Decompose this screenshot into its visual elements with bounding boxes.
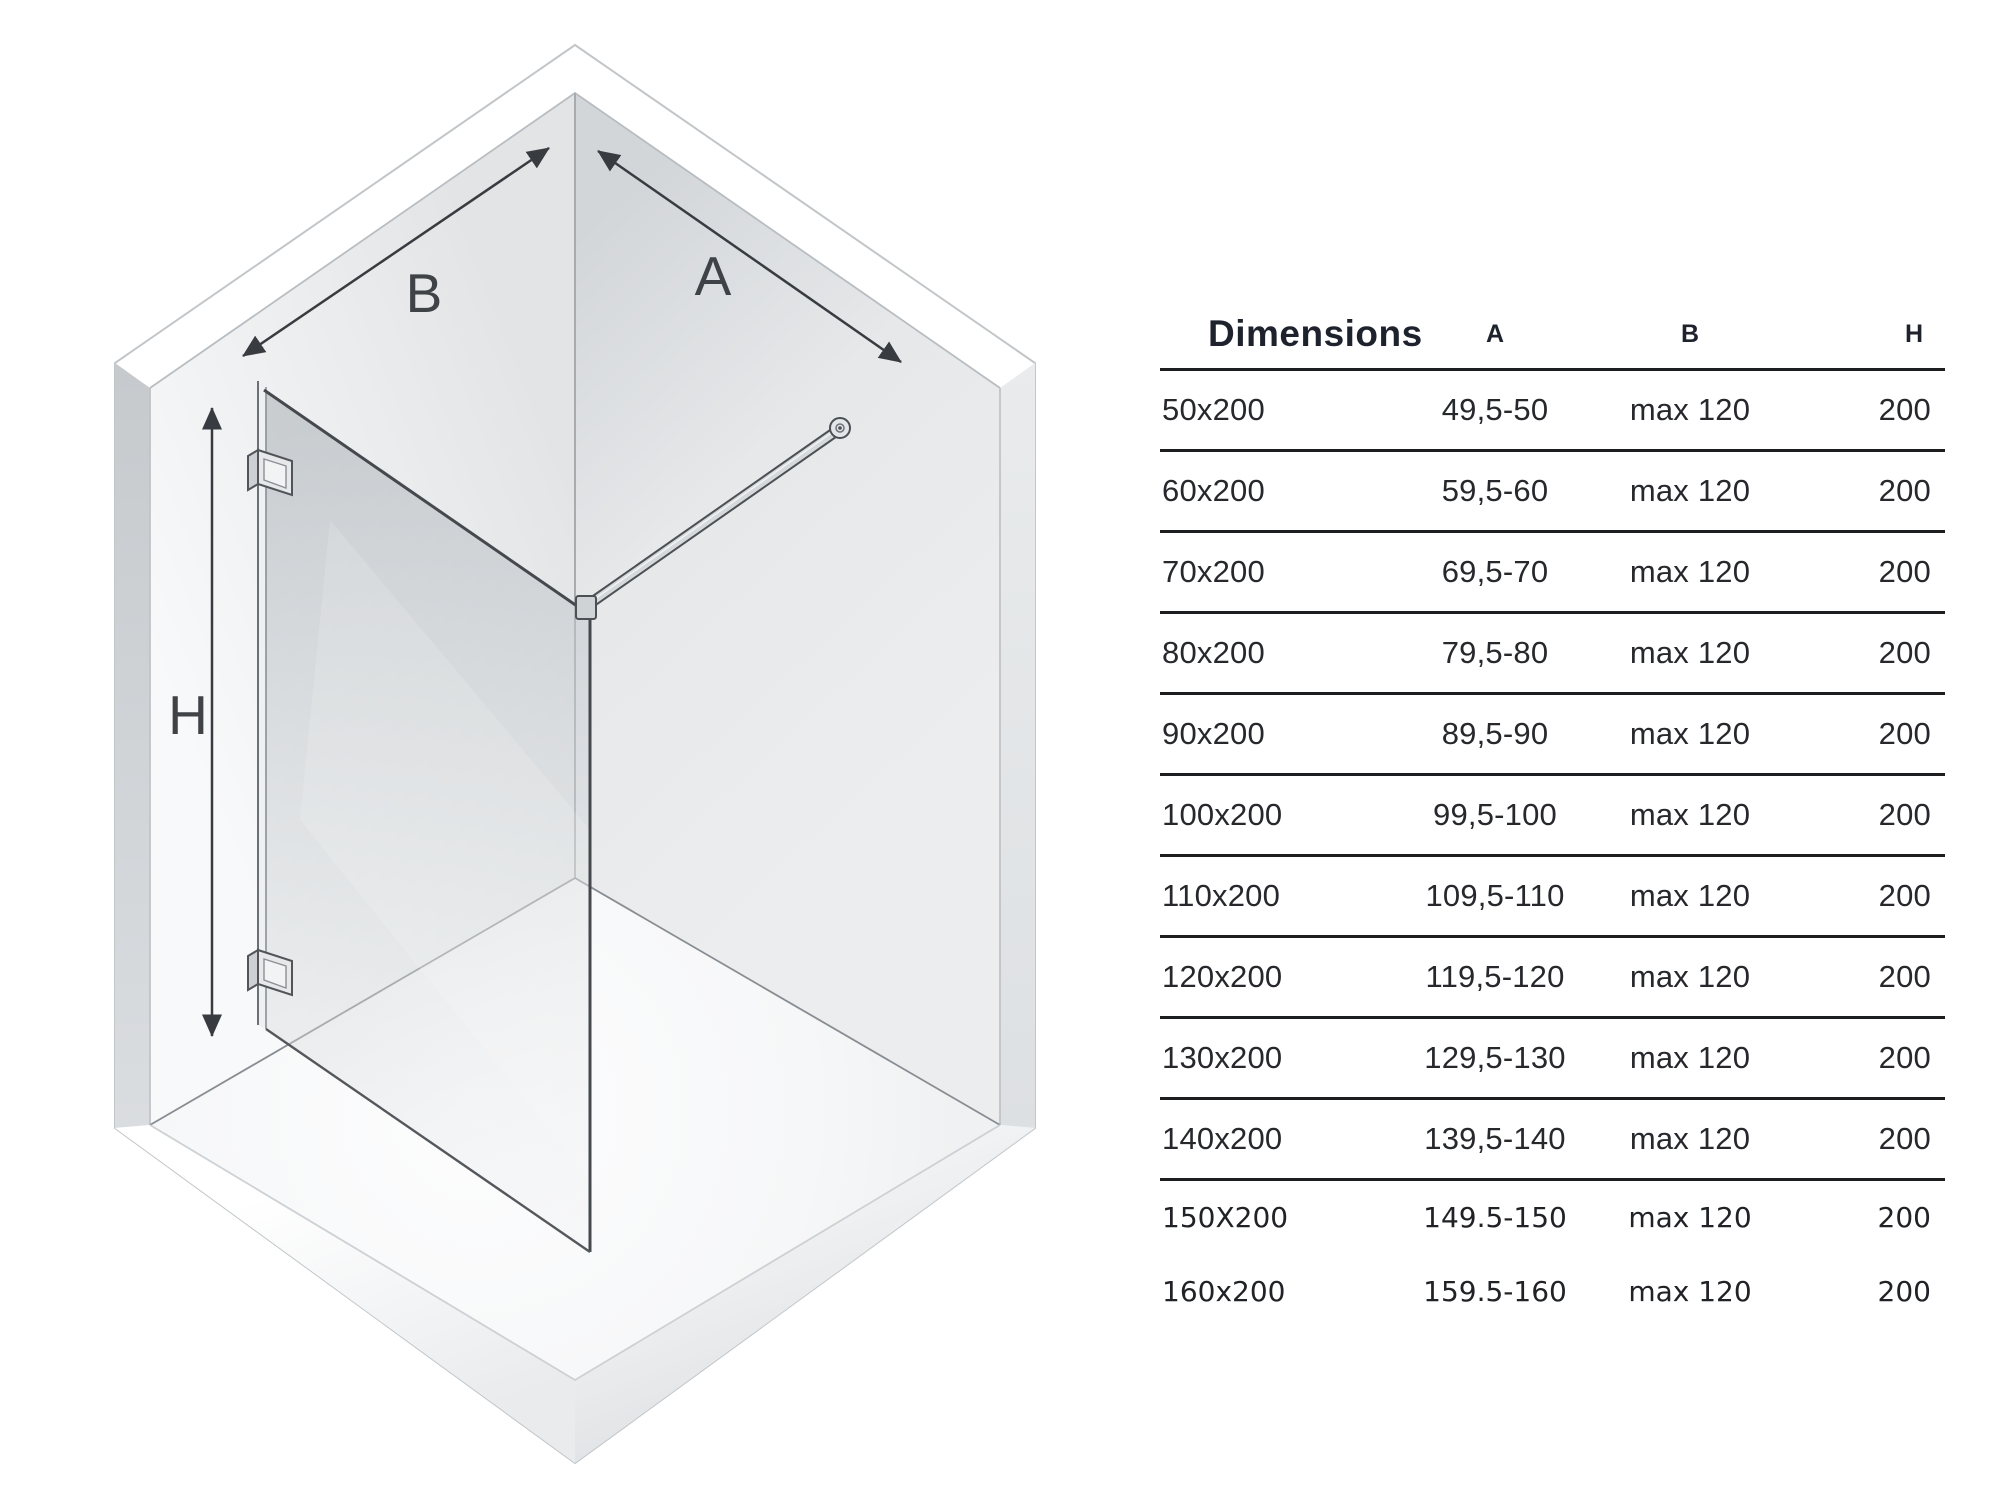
table-header-row: Dimensions A B H — [1160, 300, 1945, 371]
cell-b: max 120 — [1629, 392, 1751, 427]
cell-a: 49,5-50 — [1441, 392, 1549, 427]
tray-front-right-face — [575, 1125, 1035, 1463]
cell-a: 129,5-130 — [1424, 1040, 1566, 1075]
dimension-label-h: H — [168, 684, 208, 746]
cell-h: 200 — [1878, 1121, 1931, 1156]
cell-size: 90x200 — [1162, 716, 1265, 751]
dimension-arrow-b — [242, 146, 550, 358]
cell-h: 200 — [1878, 716, 1931, 751]
cell-a: 89,5-90 — [1441, 716, 1549, 751]
table-row: 140x200 139,5-140 max 120 200 — [1160, 1100, 1945, 1181]
glass-wall-profile — [258, 381, 266, 1029]
cell-b: max 120 — [1629, 797, 1751, 832]
cell-size: 140x200 — [1162, 1121, 1283, 1156]
wall-bracket-top — [247, 448, 293, 497]
table-row: 130x200 129,5-130 max 120 200 — [1160, 1019, 1945, 1100]
cell-h: 200 — [1877, 1274, 1931, 1308]
cell-b: max 120 — [1629, 473, 1751, 508]
glass-panel — [257, 381, 592, 1253]
cell-b: max 120 — [1629, 878, 1751, 913]
cell-size: 120x200 — [1162, 959, 1283, 994]
cell-a: 109,5-110 — [1425, 878, 1565, 913]
bar-wall-mount — [829, 417, 851, 439]
cell-b: max 120 — [1628, 1200, 1752, 1234]
cell-size: 80x200 — [1162, 635, 1265, 670]
table-row: 90x200 89,5-90 max 120 200 — [1160, 695, 1945, 776]
cell-b: max 120 — [1628, 1274, 1752, 1308]
dimensions-table: Dimensions A B H 50x200 49,5-50 max 120 … — [1160, 300, 1945, 1329]
cell-h: 200 — [1878, 797, 1931, 832]
cell-h: 200 — [1878, 635, 1931, 670]
cell-b: max 120 — [1629, 1121, 1751, 1156]
cell-a: 149.5-150 — [1423, 1200, 1567, 1234]
left-wall-outer-face — [115, 363, 150, 1128]
cell-a: 79,5-80 — [1441, 635, 1549, 670]
cell-a: 119,5-120 — [1425, 959, 1565, 994]
cell-h: 200 — [1878, 554, 1931, 589]
cell-h: 200 — [1878, 392, 1931, 427]
wall-bracket-bottom — [247, 948, 293, 997]
glass-bottom-edge — [265, 1028, 591, 1253]
right-wall-floor-junction — [574, 877, 1001, 1126]
table-row: 150X200 149.5-150 max 120 200 — [1160, 1181, 1945, 1253]
dimension-labels: B A H — [168, 245, 732, 746]
cell-h: 200 — [1878, 473, 1931, 508]
cell-size: 110x200 — [1162, 878, 1281, 913]
dimension-label-b: B — [406, 262, 443, 324]
dimension-label-a: A — [695, 245, 732, 307]
table-row: 70x200 69,5-70 max 120 200 — [1160, 533, 1945, 614]
table-header-b: B — [1680, 319, 1700, 348]
tray-front-left-face — [115, 1125, 575, 1463]
cell-a: 69,5-70 — [1441, 554, 1549, 589]
cell-h: 200 — [1878, 878, 1931, 913]
table-row: 110x200 109,5-110 max 120 200 — [1160, 857, 1945, 938]
cell-h: 200 — [1878, 1040, 1931, 1075]
cell-size: 130x200 — [1162, 1040, 1283, 1075]
cell-b: max 120 — [1629, 554, 1751, 589]
cell-b: max 120 — [1629, 635, 1751, 670]
cell-size: 50x200 — [1162, 392, 1265, 427]
glass-top-edge — [263, 388, 591, 617]
table-row: 80x200 79,5-80 max 120 200 — [1160, 614, 1945, 695]
cell-a: 59,5-60 — [1441, 473, 1549, 508]
bar-glass-clamp — [575, 595, 597, 620]
cell-b: max 120 — [1629, 1040, 1751, 1075]
cell-size: 60x200 — [1162, 473, 1265, 508]
table-header-dimensions: Dimensions — [1208, 313, 1423, 354]
cell-size: 70x200 — [1162, 554, 1265, 589]
cell-h: 200 — [1877, 1200, 1931, 1234]
cell-a: 99,5-100 — [1433, 797, 1557, 832]
table-row: 160x200 159.5-160 max 120 200 — [1160, 1253, 1945, 1329]
dimension-arrow-a — [597, 149, 902, 364]
table-header-a: A — [1485, 319, 1505, 348]
support-bar — [575, 417, 851, 620]
cell-a: 139,5-140 — [1424, 1121, 1566, 1156]
glass-sheen — [300, 520, 590, 1180]
cell-size: 100x200 — [1162, 797, 1283, 832]
table-row: 120x200 119,5-120 max 120 200 — [1160, 938, 1945, 1019]
table-header-h: H — [1904, 319, 1923, 348]
cell-b: max 120 — [1629, 959, 1751, 994]
cell-size: 160x200 — [1162, 1274, 1286, 1308]
table-row: 60x200 59,5-60 max 120 200 — [1160, 452, 1945, 533]
cell-size: 150X200 — [1162, 1200, 1289, 1234]
table-row: 50x200 49,5-50 max 120 200 — [1160, 371, 1945, 452]
dimension-arrows — [202, 146, 902, 1037]
shower-diagram: B A H — [114, 43, 1036, 1465]
table-row: 100x200 99,5-100 max 120 200 — [1160, 776, 1945, 857]
cell-a: 159.5-160 — [1423, 1274, 1567, 1308]
cell-b: max 120 — [1629, 716, 1751, 751]
right-wall-outer-face — [1000, 363, 1035, 1128]
cell-h: 200 — [1878, 959, 1931, 994]
